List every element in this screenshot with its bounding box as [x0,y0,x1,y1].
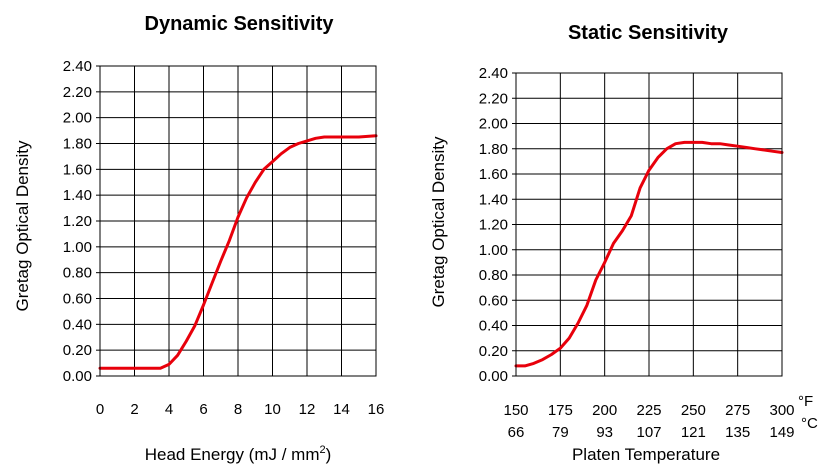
y-tick-label: 1.00 [63,239,92,256]
y-tick-label: 0.00 [479,368,508,385]
y-tick-label: 0.00 [63,368,92,385]
x-tick-label-secondary: 149 [769,424,794,441]
y-tick-label: 2.00 [63,110,92,127]
y-tick-label: 0.20 [479,343,508,360]
x-tick-label-secondary: 121 [681,424,706,441]
dynamic-x-ticks: 0 2 4 6 8 10 12 14 16 [96,401,385,418]
x-tick-label: 275 [725,402,750,419]
x-tick-label: 175 [548,402,573,419]
static-chart-title: Static Sensitivity [568,22,729,44]
dynamic-x-axis-label-tail: ) [326,445,332,464]
y-tick-label: 0.40 [63,316,92,333]
x-tick-label: 10 [264,401,281,418]
y-tick-label: 2.20 [479,90,508,107]
dynamic-x-axis-label: Head Energy (mJ / mm2) [145,444,332,464]
dynamic-y-axis-label: Gretag Optical Density [13,140,32,312]
static-gridlines [516,73,782,376]
dynamic-gridlines [100,66,376,376]
static-x-unit-primary: °F [798,393,813,410]
static-y-ticks: 0.00 0.20 0.40 0.60 0.80 1.00 1.20 1.40 1.60 1.80… [479,65,516,385]
x-tick-label-secondary: 93 [596,424,613,441]
y-tick-label: 1.20 [63,213,92,230]
static-x-ticks-secondary: 66 79 93 107 121 135 149 [508,424,795,441]
static-y-axis-label: Gretag Optical Density [429,136,448,308]
dynamic-plot-frame [99,65,377,377]
y-tick-label: 0.60 [63,291,92,308]
y-tick-label: 2.00 [479,116,508,133]
x-tick-label-secondary: 135 [725,424,750,441]
dynamic-x-axis-label-main: Head Energy (mJ / mm [145,445,320,464]
y-tick-label: 1.00 [479,242,508,259]
x-tick-label: 6 [199,401,207,418]
y-tick-label: 1.60 [63,161,92,178]
static-x-axis-label: Platen Temperature [572,445,720,464]
x-tick-label: 150 [503,402,528,419]
y-tick-label: 0.40 [479,318,508,335]
y-tick-label: 1.80 [479,141,508,158]
dynamic-series-line [98,134,378,370]
y-tick-label: 0.20 [63,342,92,359]
x-tick-label: 2 [130,401,138,418]
static-series-line [514,140,784,368]
dynamic-chart-title: Dynamic Sensitivity [145,13,335,35]
static-x-ticks: 150 175 200 225 250 275 300 [503,402,794,419]
static-sensitivity-chart: Static Sensitivity Gretag Optical Densit… [429,22,818,464]
x-tick-label: 300 [769,402,794,419]
x-tick-label: 8 [234,401,242,418]
y-tick-label: 2.20 [63,84,92,101]
y-tick-label: 2.40 [479,65,508,82]
x-tick-label: 12 [299,401,316,418]
y-tick-label: 1.20 [479,217,508,234]
x-tick-label: 225 [636,402,661,419]
y-tick-label: 2.40 [63,58,92,75]
y-tick-label: 0.80 [63,265,92,282]
static-plot-frame [515,72,783,377]
y-tick-label: 0.60 [479,292,508,309]
dynamic-y-ticks: 0.00 0.20 0.40 0.60 0.80 1.00 1.20 1.40 1.60 1.80… [63,58,100,385]
x-tick-label-secondary: 66 [508,424,525,441]
x-tick-label: 4 [165,401,173,418]
x-tick-label: 0 [96,401,104,418]
dynamic-sensitivity-chart: Dynamic Sensitivity Gretag Optical Densi… [13,13,384,464]
y-tick-label: 0.80 [479,267,508,284]
dynamic-x-axis-label-sup: 2 [319,444,325,456]
y-tick-label: 1.40 [479,191,508,208]
x-tick-label: 16 [368,401,385,418]
y-tick-label: 1.40 [63,187,92,204]
static-x-unit-secondary: °C [801,415,818,432]
x-tick-label-secondary: 79 [552,424,569,441]
x-tick-label: 14 [333,401,350,418]
x-tick-label-secondary: 107 [636,424,661,441]
x-tick-label: 200 [592,402,617,419]
y-tick-label: 1.80 [63,136,92,153]
x-tick-label: 250 [681,402,706,419]
y-tick-label: 1.60 [479,166,508,183]
